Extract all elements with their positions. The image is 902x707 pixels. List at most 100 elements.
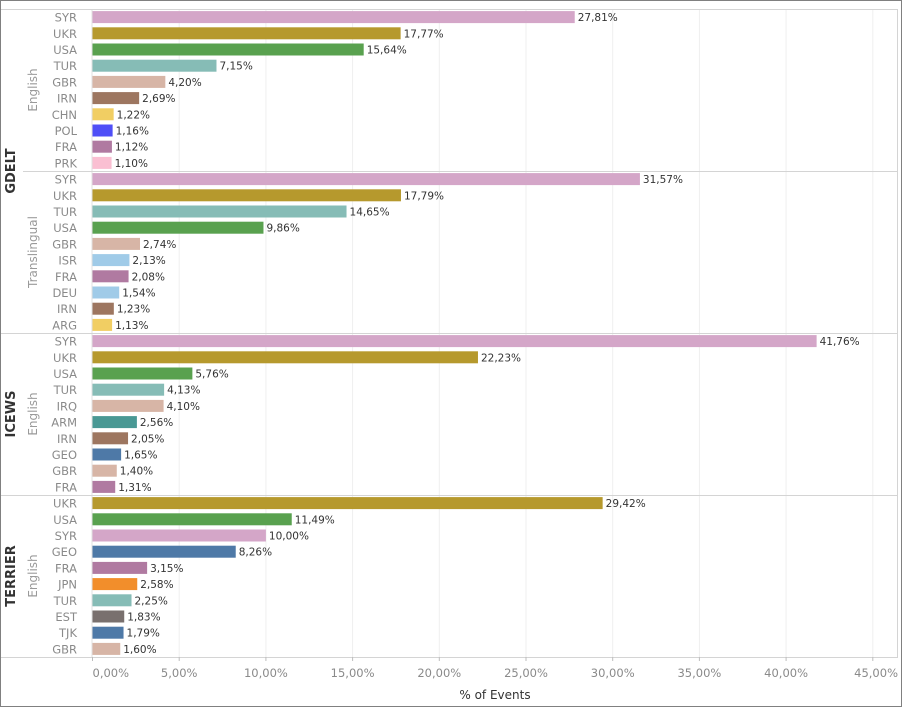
bar-irn <box>92 92 140 105</box>
bar-tur <box>92 59 217 72</box>
data-label: 1,60% <box>123 644 156 656</box>
language-label: Translingual <box>26 216 40 289</box>
bar-tur <box>92 383 165 396</box>
x-tick-label: 10,00% <box>244 666 288 680</box>
data-label: 1,12% <box>115 142 148 154</box>
language-label: English <box>26 68 40 111</box>
bar-fra <box>92 270 129 283</box>
bar-prk <box>92 156 112 169</box>
data-label: 1,83% <box>127 612 160 624</box>
bar-syr <box>92 335 817 348</box>
data-label: 7,15% <box>219 61 252 73</box>
source-label: ICEWS <box>4 391 19 438</box>
category-label: POL <box>55 124 78 138</box>
bar-gbr <box>92 464 117 477</box>
x-axis-title: % of Events <box>459 688 530 702</box>
bar-irn <box>92 302 114 315</box>
language-label: English <box>26 392 40 435</box>
category-label: FRA <box>55 270 77 284</box>
category-label: CHN <box>52 108 77 122</box>
category-label: TUR <box>53 59 77 73</box>
category-label: FRA <box>55 561 77 575</box>
bar-arm <box>92 416 137 429</box>
data-label: 2,25% <box>135 595 168 607</box>
category-label: SYR <box>55 529 77 543</box>
data-label: 17,79% <box>404 190 444 202</box>
x-tick-label: 25,00% <box>504 666 548 680</box>
panel-terrier-english: English UKR 29,42% USA 11,49% SYR 10,00% GEO 8,2… <box>26 497 646 657</box>
bar-ukr <box>92 351 478 364</box>
data-label: 9,86% <box>266 223 299 235</box>
data-label: 14,65% <box>350 207 390 219</box>
category-label: USA <box>53 43 77 57</box>
category-label: GEO <box>52 448 77 462</box>
bar-tjk <box>92 626 124 639</box>
bar-fra <box>92 561 148 574</box>
bar-usa <box>92 221 264 234</box>
data-label: 2,69% <box>142 93 175 105</box>
bar-syr <box>92 529 266 542</box>
category-label: USA <box>53 221 77 235</box>
category-label: UKR <box>53 497 77 511</box>
data-label: 10,00% <box>269 531 309 543</box>
data-label: 15,64% <box>367 45 407 57</box>
bar-fra <box>92 480 116 493</box>
bar-irq <box>92 399 164 412</box>
category-label: SYR <box>55 173 77 187</box>
data-label: 2,58% <box>140 579 173 591</box>
bar-tur <box>92 594 132 607</box>
data-label: 1,65% <box>124 450 157 462</box>
category-label: TJK <box>58 626 77 640</box>
bar-ukr <box>92 497 603 510</box>
language-label: English <box>26 554 40 597</box>
bar-geo <box>92 545 236 558</box>
x-tick-label: 15,00% <box>331 666 375 680</box>
category-label: UKR <box>53 27 77 41</box>
data-label: 4,10% <box>167 401 200 413</box>
bar-geo <box>92 448 122 461</box>
bar-gbr <box>92 75 166 88</box>
x-tick-label: 0,00% <box>93 666 130 680</box>
category-label: TUR <box>53 594 77 608</box>
data-label: 1,31% <box>118 482 151 494</box>
category-label: PRK <box>55 156 78 170</box>
data-label: 2,56% <box>140 417 173 429</box>
category-label: GBR <box>52 642 77 656</box>
data-label: 31,57% <box>643 174 683 186</box>
bar-isr <box>92 254 130 267</box>
bar-pol <box>92 124 113 137</box>
category-label: GEO <box>52 545 77 559</box>
data-label: 4,13% <box>167 385 200 397</box>
category-label: IRN <box>57 302 77 316</box>
category-label: SYR <box>55 335 77 349</box>
category-label: GBR <box>52 464 77 478</box>
category-label: UKR <box>53 351 77 365</box>
x-axis: 0,00% 5,00% 10,00% 15,00% 20,00% 25,00% 30,00%… <box>91 657 898 680</box>
category-label: DEU <box>52 286 77 300</box>
data-label: 2,05% <box>131 433 164 445</box>
category-label: ARM <box>51 416 77 430</box>
category-label: USA <box>53 367 77 381</box>
data-label: 2,08% <box>132 271 165 283</box>
category-label: ISR <box>58 254 77 268</box>
data-label: 27,81% <box>578 12 618 24</box>
category-label: GBR <box>52 75 77 89</box>
x-tick-label: 20,00% <box>417 666 461 680</box>
data-label: 1,10% <box>115 158 148 170</box>
category-label: ARG <box>52 318 77 332</box>
data-label: 41,76% <box>820 336 860 348</box>
category-label: TUR <box>53 383 77 397</box>
category-label: IRN <box>57 432 77 446</box>
bar-irn <box>92 432 129 445</box>
panel-gdelt-english: English SYR 27,81% UKR 17,77% USA 15,64% TUR 7,1… <box>26 11 618 171</box>
source-label: TERRIER <box>4 545 19 607</box>
data-label: 17,77% <box>404 28 444 40</box>
panels: English SYR 27,81% UKR 17,77% USA 15,64% TUR 7,1… <box>4 11 860 657</box>
panel-icews-english: English SYR 41,76% UKR 22,23% USA 5,76% TUR 4,13… <box>26 335 860 495</box>
category-label: EST <box>55 610 78 624</box>
data-label: 1,22% <box>117 109 150 121</box>
bar-ukr <box>92 189 401 202</box>
bar-jpn <box>92 578 138 591</box>
